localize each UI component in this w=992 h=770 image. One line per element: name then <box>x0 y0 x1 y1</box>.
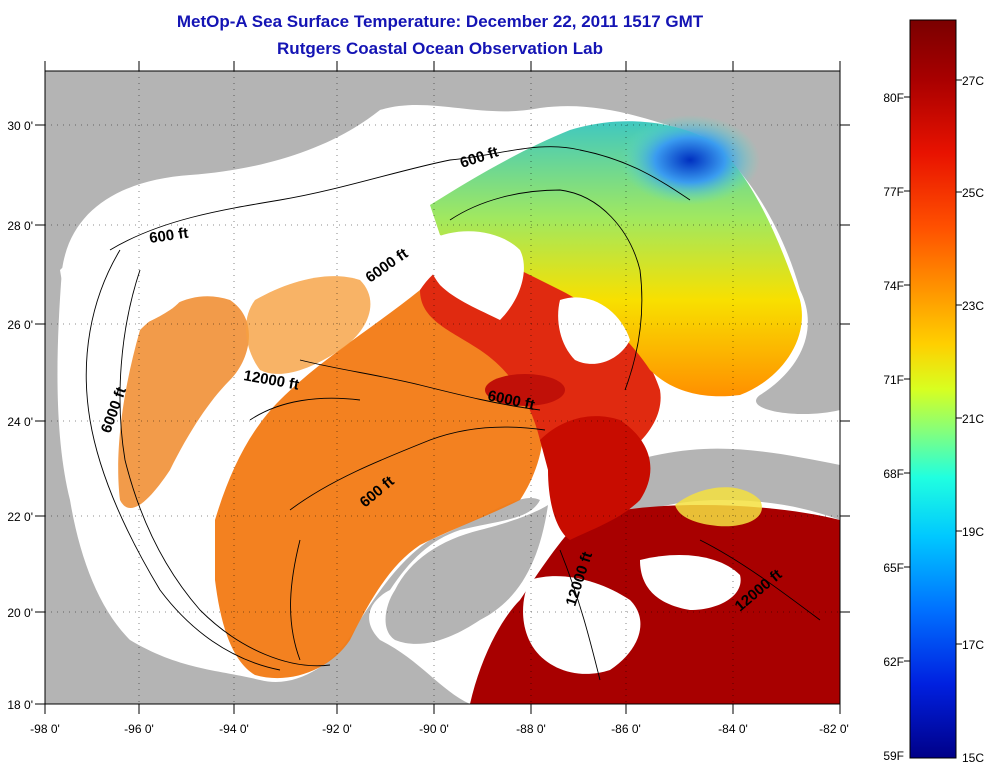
lat-labels: 18 0' 20 0' 22 0' 24 0' 26 0' 28 0' 30 0… <box>7 119 33 712</box>
colorbar-c-label: 21C <box>962 412 984 426</box>
colorbar-c-label: 23C <box>962 299 984 313</box>
sst-cuba-bank <box>675 487 762 527</box>
colorbar-c-label: 25C <box>962 186 984 200</box>
lon-tick-label: -82 0' <box>819 722 849 736</box>
lat-tick-label: 20 0' <box>7 606 33 620</box>
cloud-patch <box>523 576 641 674</box>
map-subtitle: Rutgers Coastal Ocean Observation Lab <box>277 39 603 58</box>
lat-tick-label: 22 0' <box>7 510 33 524</box>
lon-tick-label: -86 0' <box>611 722 641 736</box>
colorbar-f-label: 77F <box>883 185 904 199</box>
map-frame <box>44 70 841 705</box>
graticule <box>45 71 840 704</box>
axis-ticks <box>35 61 850 714</box>
colorbar-f-label: 68F <box>883 467 904 481</box>
lat-tick-label: 26 0' <box>7 318 33 332</box>
lon-tick-label: -88 0' <box>516 722 546 736</box>
lat-tick-label: 18 0' <box>7 698 33 712</box>
colorbar-ticks <box>904 79 962 662</box>
colorbar-c-labels: 27C 25C 23C 21C 19C 17C 15C <box>962 74 984 765</box>
colorbar-f-label: 59F <box>883 749 904 763</box>
colorbar-c-label: 17C <box>962 638 984 652</box>
colorbar-f-label: 65F <box>883 561 904 575</box>
lat-tick-label: 30 0' <box>7 119 33 133</box>
lon-tick-label: -84 0' <box>718 722 748 736</box>
lat-tick-label: 24 0' <box>7 415 33 429</box>
colorbar-f-labels: 80F 77F 74F 71F 68F 65F 62F 59F <box>883 91 904 763</box>
colorbar-f-label: 71F <box>883 373 904 387</box>
cloud-patch <box>640 555 741 610</box>
lon-tick-label: -92 0' <box>322 722 352 736</box>
sst-west-patches <box>118 296 249 509</box>
sst-west-patches-2 <box>245 276 371 374</box>
bathymetry-contours <box>85 146 821 681</box>
sst-west-warm <box>215 279 544 679</box>
lon-tick-label: -90 0' <box>419 722 449 736</box>
sst-warm-core <box>485 374 565 406</box>
cloud-patch <box>558 297 630 364</box>
lat-tick-label: 28 0' <box>7 219 33 233</box>
cloud-patch <box>427 231 524 320</box>
cloud-patch <box>60 233 193 334</box>
lon-tick-label: -96 0' <box>124 722 154 736</box>
lon-tick-label: -98 0' <box>30 722 60 736</box>
yucatan-land <box>385 505 548 644</box>
colorbar <box>909 19 957 759</box>
lon-labels: -98 0' -96 0' -94 0' -92 0' -90 0' -88 0… <box>30 722 849 736</box>
contour-label: 600 ft <box>148 225 189 247</box>
colorbar-c-label: 19C <box>962 525 984 539</box>
colorbar-f-label: 62F <box>883 655 904 669</box>
sst-yucatan-channel <box>540 416 651 540</box>
lon-tick-label: -94 0' <box>219 722 249 736</box>
colorbar-f-label: 80F <box>883 91 904 105</box>
map-title: MetOp-A Sea Surface Temperature: Decembe… <box>176 12 704 31</box>
colorbar-c-label: 15C <box>962 751 984 765</box>
sst-cold-ne <box>620 115 760 205</box>
colorbar-c-label: 27C <box>962 74 984 88</box>
colorbar-f-label: 74F <box>883 279 904 293</box>
